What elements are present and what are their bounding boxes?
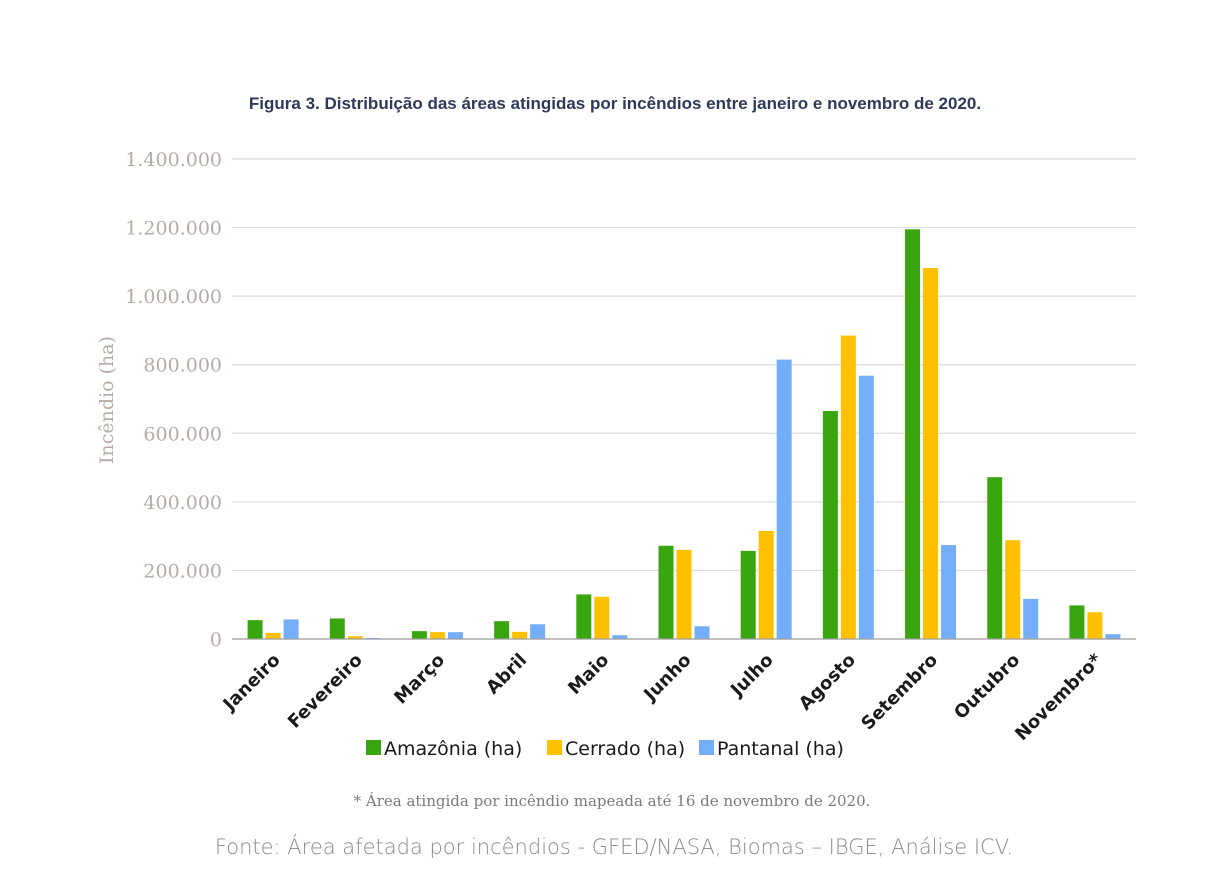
bar-pantanal xyxy=(694,626,710,639)
legend-label: Amazônia (ha) xyxy=(384,738,522,760)
bar-pantanal xyxy=(530,624,546,639)
x-axis-ticks: Janeiro Fevereiro Março Abril Maio Junho Julho… xyxy=(218,649,1107,745)
bar-pantanal xyxy=(941,545,957,639)
y-tick-label: 0 xyxy=(210,629,222,651)
bar-pantanal xyxy=(858,375,874,639)
x-tick-label: Março xyxy=(390,650,449,709)
bar-amazonia xyxy=(1069,605,1085,639)
y-tick-label: 800.000 xyxy=(143,355,222,377)
y-axis-ticks: 0 200.000 400.000 600.000 800.000 1.000.000 1.… xyxy=(125,149,222,651)
bar-pantanal xyxy=(283,619,299,639)
gridlines xyxy=(232,158,1136,572)
y-tick-label: 1.400.000 xyxy=(125,149,222,171)
legend-swatch xyxy=(699,740,714,755)
bar-cerrado xyxy=(265,632,281,639)
bar-cerrado xyxy=(1005,540,1021,639)
chart-title: Figura 3. Distribuição das áreas atingid… xyxy=(249,94,981,113)
bar-cerrado xyxy=(758,531,774,639)
bar-amazonia xyxy=(494,621,510,639)
bar-cerrado xyxy=(429,632,445,639)
legend-label: Pantanal (ha) xyxy=(717,738,844,760)
x-tick-label: Janeiro xyxy=(218,650,285,717)
footnote: * Área atingida por incêndio mapeada até… xyxy=(354,792,871,810)
legend-label: Cerrado (ha) xyxy=(565,738,685,760)
bar-cerrado xyxy=(594,596,610,639)
source-note: Fonte: Área afetada por incêndios - GFED… xyxy=(215,834,1013,859)
x-tick-label: Fevereiro xyxy=(284,650,367,733)
bar-amazonia xyxy=(658,545,674,639)
x-tick-label: Novembro* xyxy=(1011,649,1107,745)
bar-amazonia xyxy=(740,550,756,639)
bar-amazonia xyxy=(411,631,427,639)
bar-cerrado xyxy=(923,268,939,639)
bar-amazonia xyxy=(987,477,1003,639)
x-tick-label: Julho xyxy=(725,650,777,702)
x-tick-label: Agosto xyxy=(795,650,860,715)
bar-amazonia xyxy=(822,411,838,639)
bar-cerrado xyxy=(347,636,363,639)
y-tick-label: 400.000 xyxy=(143,492,222,514)
bar-cerrado xyxy=(840,335,856,639)
y-tick-label: 600.000 xyxy=(143,423,222,445)
y-axis-label: Incêndio (ha) xyxy=(96,336,118,464)
bar-amazonia xyxy=(905,229,921,640)
x-tick-label: Setembro xyxy=(857,650,942,735)
bar-cerrado xyxy=(512,631,528,639)
legend-swatch xyxy=(366,740,381,755)
bar-amazonia xyxy=(576,594,592,639)
y-tick-label: 1.000.000 xyxy=(125,286,222,308)
bar-pantanal xyxy=(776,359,792,639)
bars xyxy=(247,229,1121,640)
bar-pantanal xyxy=(1023,598,1039,639)
bar-cerrado xyxy=(676,549,692,639)
x-tick-label: Junho xyxy=(639,650,696,707)
bar-amazonia xyxy=(329,618,345,639)
y-tick-label: 1.200.000 xyxy=(125,218,222,240)
bar-pantanal xyxy=(612,635,628,639)
bar-pantanal xyxy=(1105,634,1121,639)
y-tick-label: 200.000 xyxy=(143,560,222,582)
legend-swatch xyxy=(547,740,562,755)
bar-amazonia xyxy=(247,620,263,639)
bar-pantanal xyxy=(447,632,463,639)
x-tick-label: Abril xyxy=(482,650,531,699)
bar-cerrado xyxy=(1087,612,1103,639)
x-tick-label: Maio xyxy=(564,650,613,699)
legend: Amazônia (ha) Cerrado (ha) Pantanal (ha) xyxy=(366,738,844,760)
x-tick-label: Outubro xyxy=(950,650,1024,724)
